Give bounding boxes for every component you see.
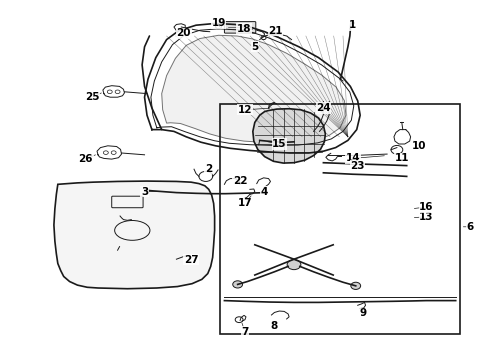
Text: 11: 11 [394,153,409,163]
Text: 2: 2 [205,164,212,174]
Text: 24: 24 [316,103,331,113]
Bar [220,104,460,334]
Text: 22: 22 [233,176,247,186]
Polygon shape [54,181,215,289]
Text: 23: 23 [350,161,365,171]
Text: 14: 14 [345,153,360,163]
Text: 10: 10 [412,141,426,151]
Text: 7: 7 [241,327,249,337]
Text: 16: 16 [419,202,434,212]
Circle shape [287,260,301,270]
Polygon shape [253,109,325,163]
Text: 6: 6 [467,222,474,232]
Text: 9: 9 [359,308,366,318]
Text: 8: 8 [271,321,278,331]
Text: 1: 1 [349,20,356,30]
Text: 5: 5 [251,42,258,52]
Text: 17: 17 [238,198,252,208]
Text: 3: 3 [141,186,148,197]
Text: 12: 12 [238,105,252,115]
Text: 4: 4 [261,186,269,197]
Text: 20: 20 [176,28,191,38]
Text: 26: 26 [78,154,93,164]
Text: 19: 19 [211,18,226,28]
Circle shape [233,281,243,288]
Circle shape [351,282,361,289]
FancyBboxPatch shape [224,22,256,33]
Text: 27: 27 [184,255,198,265]
Text: 15: 15 [272,139,287,149]
Text: 13: 13 [419,212,434,222]
Text: 25: 25 [85,92,99,102]
Text: 21: 21 [268,26,283,36]
Polygon shape [162,35,346,143]
Text: 18: 18 [237,24,251,34]
